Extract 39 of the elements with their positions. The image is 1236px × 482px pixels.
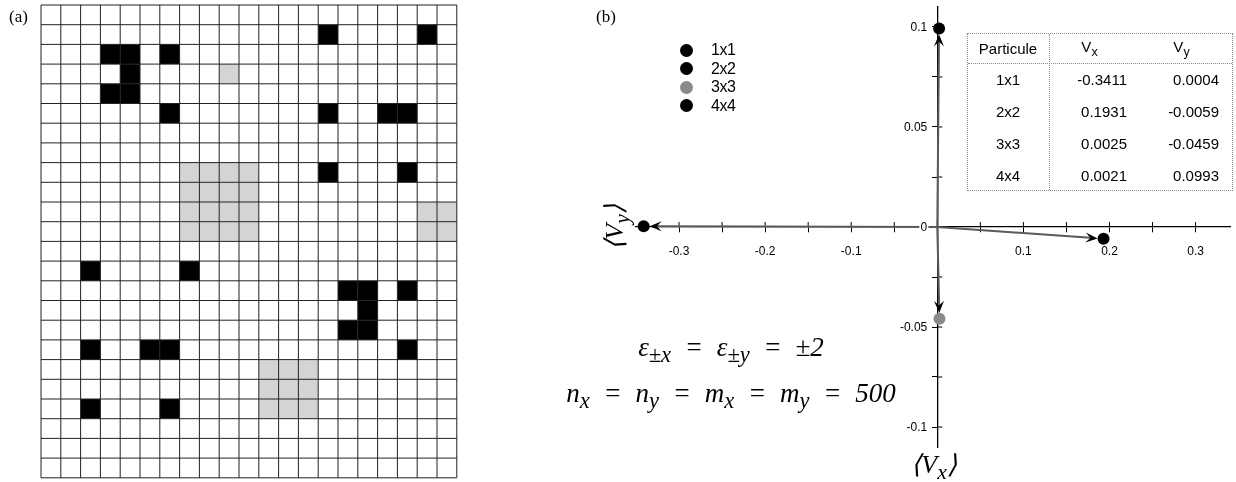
annotation: 0.0004 [1172, 69, 1220, 90]
x-axis-title: ⟨V$_{x}$⟩ [911, 448, 957, 482]
annotation: 3x3 [994, 133, 1022, 154]
annotation: -0.3411 [1076, 69, 1128, 90]
x-tick-label: -0.2 [754, 243, 776, 258]
x-tick-label: 0.2 [1101, 243, 1119, 258]
annotation: 0.1931 [1080, 101, 1128, 122]
annotation: ε$_{±x}$ = ε$_{±y}$ = ±2 [638, 332, 824, 368]
x-tick-label: -0.1 [840, 243, 862, 258]
legend-label: 1x1 [711, 41, 736, 60]
text: (a) [9, 7, 28, 27]
annotation: V$_{x}$ [1080, 36, 1099, 61]
x-tick-label: -0.3 [668, 243, 690, 258]
annotation: 2x2 [994, 101, 1022, 122]
y-tick-label: -0.05 [898, 319, 929, 334]
annotation: 4x4 [994, 165, 1022, 186]
y-tick-label: 0 [919, 219, 929, 234]
point [933, 312, 946, 325]
point [637, 220, 650, 233]
legend-label: 2x2 [711, 59, 736, 78]
annotation: Particule [977, 38, 1039, 59]
legend-label: 3x3 [711, 78, 736, 97]
y-tick-label: -0.1 [905, 419, 929, 434]
y-tick-label: 0.1 [909, 19, 929, 34]
annotation: 1x1 [994, 69, 1022, 90]
annotation: V$_{y}$ [1172, 36, 1191, 61]
legend-label: 4x4 [711, 96, 736, 115]
point [933, 22, 946, 35]
x-tick-label: 0.1 [1015, 243, 1033, 258]
annotation: 0.0025 [1080, 133, 1128, 154]
annotation: -0.0459 [1167, 133, 1220, 154]
text: n$_{x}$ = n$_{y}$ = m$_{x}$ = m$_{y}$ = 500 [566, 378, 896, 414]
point [1097, 232, 1110, 245]
x-tick-label: 0.3 [1187, 243, 1205, 258]
chart-title: (b) [596, 7, 616, 27]
annotation: 0.0993 [1172, 165, 1220, 186]
annotation: -0.0059 [1167, 101, 1220, 122]
annotation: 0.0021 [1080, 165, 1128, 186]
y-tick-label: 0.05 [902, 119, 929, 134]
